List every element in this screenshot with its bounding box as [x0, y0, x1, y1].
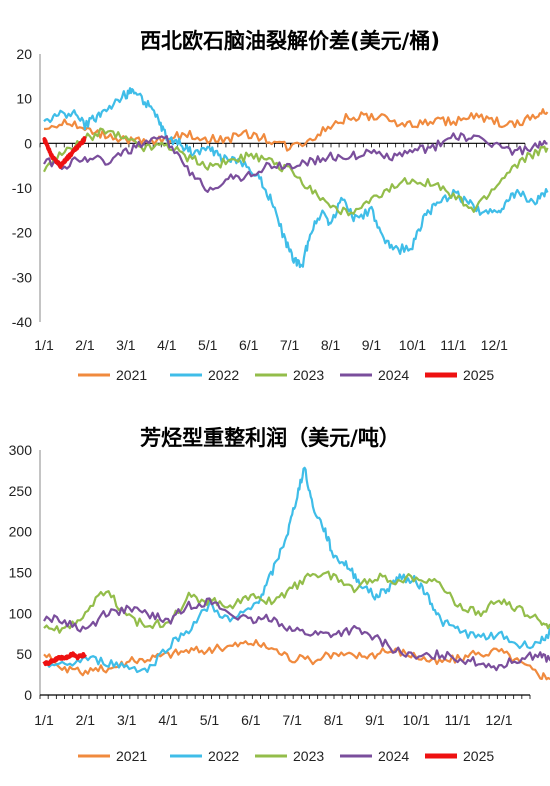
chart-1-svg: 西北欧石脑油裂解价差(美元/桶) 20 10 0 -10 -20 -30 -401/1 2/1 3…: [12, 29, 549, 383]
y-tick-label: 0: [24, 135, 32, 151]
x-tick-label: 8/1: [324, 712, 344, 728]
series-line-2024: [43, 597, 550, 672]
series-line-2021: [43, 108, 549, 152]
legend-label-2023: 2023: [293, 367, 324, 383]
y-tick-label: -40: [12, 314, 32, 330]
x-tick-label: 10/1: [399, 337, 426, 353]
y-tick-label: 250: [9, 483, 33, 499]
y-tick-label: 10: [16, 91, 32, 107]
x-tick-label: 11/1: [445, 712, 471, 728]
chart-title: 西北欧石脑油裂解价差(美元/桶): [140, 29, 440, 53]
legend-label-2022: 2022: [208, 748, 239, 764]
series-line-2025: [42, 136, 87, 169]
series-line-2024: [43, 132, 548, 193]
x-tick-label: 4/1: [158, 712, 178, 728]
x-tick-label: 3/1: [116, 337, 136, 353]
y-tick-label: 300: [9, 442, 33, 458]
legend-label-2024: 2024: [378, 748, 409, 764]
x-tick-label: 4/1: [157, 337, 177, 353]
y-tick-label: -20: [12, 225, 32, 241]
legend-label-2023: 2023: [293, 748, 324, 764]
legend-label-2021: 2021: [116, 367, 147, 383]
x-tick-label: 12/1: [485, 712, 512, 728]
y-tick-label: -10: [12, 180, 32, 196]
x-tick-label: 3/1: [117, 712, 137, 728]
x-tick-label: 9/1: [362, 337, 382, 353]
x-tick-label: 2/1: [76, 712, 96, 728]
legend-label-2024: 2024: [378, 367, 409, 383]
x-tick-label: 8/1: [321, 337, 341, 353]
y-tick-label: 200: [9, 524, 33, 540]
x-tick-label: 12/1: [481, 337, 508, 353]
x-tick-label: 6/1: [241, 712, 261, 728]
x-tick-label: 1/1: [34, 712, 54, 728]
x-tick-label: 5/1: [200, 712, 220, 728]
chart-2-svg: 芳烃型重整利润（美元/吨） 300 250 200 150 100 50 01/1 2/1 3/1…: [9, 426, 550, 764]
chart-title: 芳烃型重整利润（美元/吨）: [140, 426, 400, 450]
series-line-2023: [43, 127, 549, 217]
y-tick-label: 100: [9, 605, 33, 621]
y-tick-label: 20: [16, 46, 32, 62]
x-tick-label: 7/1: [282, 712, 302, 728]
y-tick-label: -30: [12, 269, 32, 285]
x-tick-label: 5/1: [198, 337, 218, 353]
legend-label-2021: 2021: [116, 748, 147, 764]
series-line-2022: [43, 466, 550, 674]
x-tick-label: 10/1: [403, 712, 430, 728]
chart-naphtha-crack-spread: 西北欧石脑油裂解价差(美元/桶) 20 10 0 -10 -20 -30 -40 1/1 2/1 3…: [12, 29, 549, 383]
series-line-2022: [43, 87, 549, 269]
y-tick-label: 50: [16, 646, 32, 662]
x-tick-label: 11/1: [440, 337, 466, 353]
chart-aromatics-reforming-margin: 芳烃型重整利润（美元/吨） 300 250 200 150 100 50 0 1/1 2/1 3/1…: [0, 393, 550, 786]
legend-label-2025: 2025: [463, 748, 494, 764]
y-tick-label: 150: [9, 565, 33, 581]
legend-label-2022: 2022: [208, 367, 239, 383]
x-tick-label: 2/1: [75, 337, 95, 353]
series-line-2021: [43, 639, 550, 681]
series-line-2023: [43, 570, 550, 634]
legend-label-2025: 2025: [463, 367, 494, 383]
x-tick-label: 9/1: [365, 712, 385, 728]
x-tick-label: 1/1: [34, 337, 54, 353]
x-tick-label: 6/1: [239, 337, 259, 353]
series-line-2025: [42, 651, 87, 667]
x-tick-label: 7/1: [280, 337, 300, 353]
y-tick-label: 0: [24, 687, 32, 703]
